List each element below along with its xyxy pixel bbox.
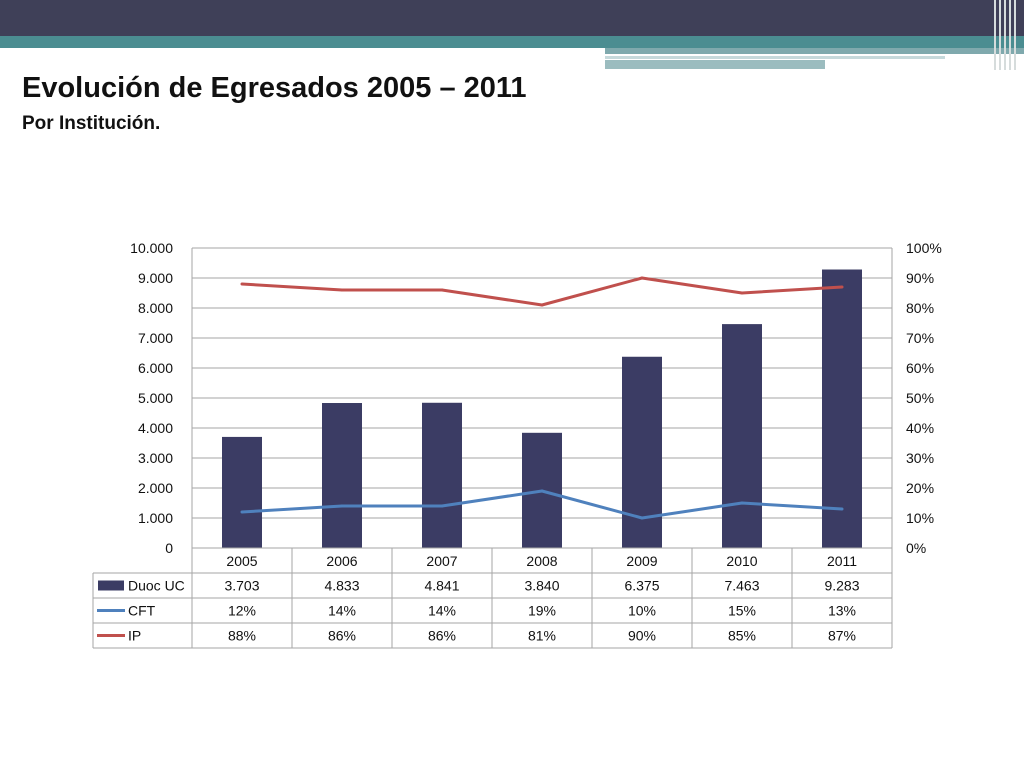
- x-tick-label: 2008: [526, 553, 557, 569]
- slide-title: Evolución de Egresados 2005 – 2011: [22, 72, 527, 104]
- legend-label: IP: [128, 628, 141, 644]
- point-ip: [840, 285, 844, 289]
- x-tick-label: 2010: [726, 553, 757, 569]
- header-stripe: [605, 48, 1024, 54]
- y2-tick-label: 60%: [906, 360, 934, 376]
- x-tick-label: 2007: [426, 553, 457, 569]
- y-tick-label: 4.000: [138, 420, 173, 436]
- bar-duoc-uc: [822, 269, 862, 548]
- point-cft: [640, 516, 644, 520]
- data-label: 12%: [228, 603, 256, 619]
- line-series-ip: [241, 276, 843, 307]
- point-cft: [840, 507, 844, 511]
- point-cft: [740, 501, 744, 505]
- y2-tick-label: 80%: [906, 300, 934, 316]
- data-label: 14%: [428, 603, 456, 619]
- legend-label: Duoc UC: [128, 578, 185, 594]
- y-tick-label: 2.000: [138, 480, 173, 496]
- x-tick-label: 2005: [226, 553, 257, 569]
- x-tick-label: 2006: [326, 553, 357, 569]
- header-decoration: [992, 0, 1024, 70]
- y-tick-label: 10.000: [130, 240, 173, 256]
- data-label: 86%: [328, 628, 356, 644]
- data-label: 90%: [628, 628, 656, 644]
- point-cft: [540, 489, 544, 493]
- x-tick-label: 2009: [626, 553, 657, 569]
- data-label: 86%: [428, 628, 456, 644]
- y2-tick-label: 0%: [906, 540, 926, 556]
- point-ip: [240, 282, 244, 286]
- x-tick-label: 2011: [827, 553, 857, 569]
- y2-tick-label: 90%: [906, 270, 934, 286]
- point-cft: [440, 504, 444, 508]
- data-label: 15%: [728, 603, 756, 619]
- bar-duoc-uc: [722, 324, 762, 548]
- data-label: 85%: [728, 628, 756, 644]
- y-tick-label: 7.000: [138, 330, 173, 346]
- data-label: 4.833: [324, 578, 359, 594]
- y-tick-label: 3.000: [138, 450, 173, 466]
- header-bar: [0, 0, 1024, 36]
- point-ip: [740, 291, 744, 295]
- y2-tick-label: 100%: [906, 240, 942, 256]
- y2-tick-label: 20%: [906, 480, 934, 496]
- y2-tick-label: 10%: [906, 510, 934, 526]
- data-label: 6.375: [624, 578, 659, 594]
- y-tick-label: 1.000: [138, 510, 173, 526]
- data-label: 81%: [528, 628, 556, 644]
- data-label: 19%: [528, 603, 556, 619]
- y-tick-label: 9.000: [138, 270, 173, 286]
- header-stripe: [605, 56, 945, 59]
- point-ip: [640, 276, 644, 280]
- point-cft: [240, 510, 244, 514]
- data-label: 4.841: [424, 578, 459, 594]
- data-label: 88%: [228, 628, 256, 644]
- bar-duoc-uc: [422, 402, 462, 548]
- data-label: 10%: [628, 603, 656, 619]
- bar-duoc-uc: [322, 403, 362, 548]
- point-cft: [340, 504, 344, 508]
- data-label: 13%: [828, 603, 856, 619]
- y-tick-label: 8.000: [138, 300, 173, 316]
- data-label: 87%: [828, 628, 856, 644]
- data-label: 3.703: [224, 578, 259, 594]
- header-stripe: [605, 60, 825, 69]
- point-ip: [440, 288, 444, 292]
- y2-tick-label: 40%: [906, 420, 934, 436]
- header-accent-band: [0, 36, 1024, 48]
- legend-label: CFT: [128, 603, 156, 619]
- legend-key-duoc-uc: [98, 580, 124, 591]
- data-label: 3.840: [524, 578, 559, 594]
- y-tick-label: 6.000: [138, 360, 173, 376]
- point-ip: [340, 288, 344, 292]
- y-tick-label: 0: [165, 540, 173, 556]
- data-label: 9.283: [824, 578, 859, 594]
- point-ip: [540, 303, 544, 307]
- bar-duoc-uc: [222, 436, 262, 548]
- y2-tick-label: 50%: [906, 390, 934, 406]
- data-label: 14%: [328, 603, 356, 619]
- data-label: 7.463: [724, 578, 759, 594]
- y2-tick-label: 70%: [906, 330, 934, 346]
- slide-subtitle: Por Institución.: [22, 113, 161, 134]
- y2-tick-label: 30%: [906, 450, 934, 466]
- y-tick-label: 5.000: [138, 390, 173, 406]
